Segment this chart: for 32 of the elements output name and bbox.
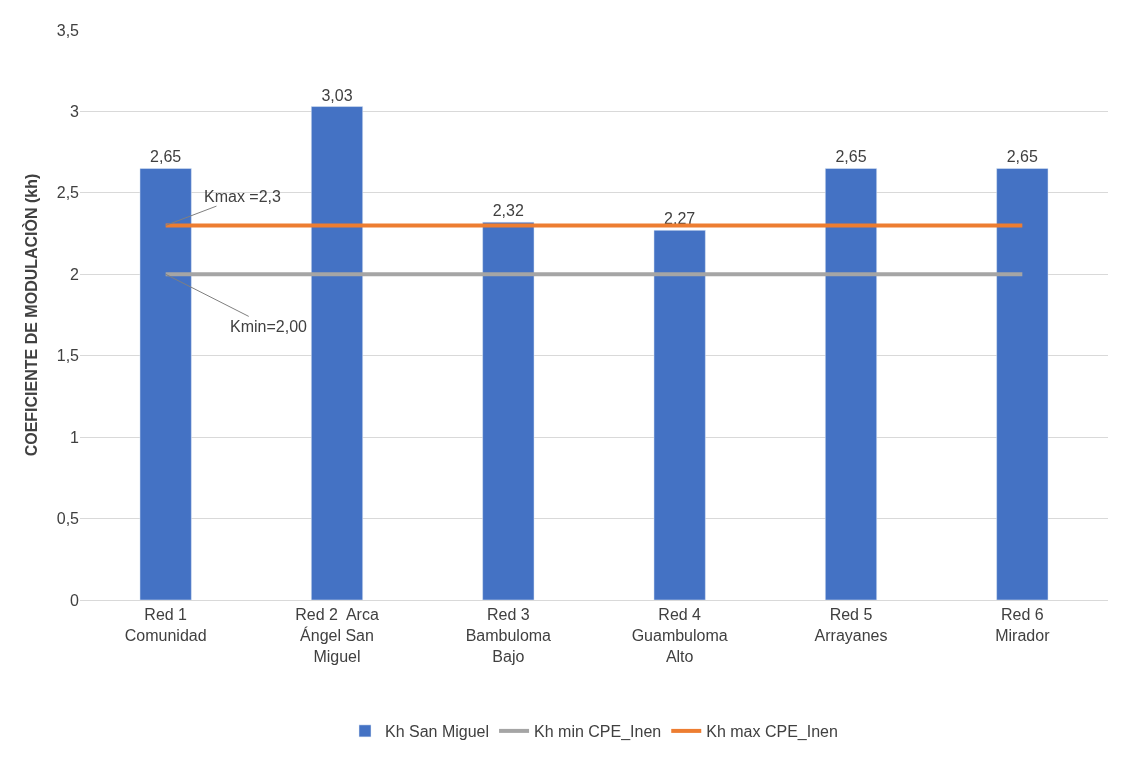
x-tick-label: Red 4 Guambuloma Alto xyxy=(631,606,728,665)
y-axis-title: COEFICIENTE DE MODULACIÒN (kh) xyxy=(21,173,40,457)
x-tick-label: Red 2 Arca Ángel San Miguel xyxy=(295,606,379,665)
y-tick-label: 3,5 xyxy=(56,21,80,39)
legend-label: Kh max CPE_Inen xyxy=(706,723,838,742)
x-tick-label: Red 1 Comunidad xyxy=(124,606,207,644)
data-label: 2,27 xyxy=(664,210,696,228)
bar xyxy=(482,221,535,600)
data-label: 3,03 xyxy=(321,86,353,104)
y-tick-label: 0 xyxy=(70,591,80,609)
data-label: 2,32 xyxy=(492,202,524,220)
bar xyxy=(311,106,363,600)
bar xyxy=(825,168,877,600)
data-label: 2,65 xyxy=(835,148,867,166)
x-tick-label: Red 6 Mirador xyxy=(995,606,1051,644)
data-label: 2,65 xyxy=(1006,148,1038,166)
y-tick-label: 3 xyxy=(70,103,80,121)
annotation: Kmin=2,00 xyxy=(230,318,308,335)
y-tick-label: 2 xyxy=(70,265,80,283)
bar xyxy=(996,168,1049,600)
y-tick-label: 1,5 xyxy=(56,347,80,365)
bar xyxy=(653,230,706,600)
bar xyxy=(139,168,192,600)
annotation: Kmax =2,3 xyxy=(204,188,282,205)
data-label: 2,65 xyxy=(150,148,182,166)
y-tick-label: 2,5 xyxy=(56,184,80,202)
y-tick-label: 0,5 xyxy=(56,510,80,528)
y-tick-label: 1 xyxy=(70,428,80,446)
x-tick-label: Red 3 Bambuloma Bajo xyxy=(465,606,552,665)
legend-label: Kh San Miguel xyxy=(385,723,490,741)
x-tick-label: Red 5 Arrayanes xyxy=(814,606,888,644)
legend-label: Kh min CPE_Inen xyxy=(534,723,662,742)
